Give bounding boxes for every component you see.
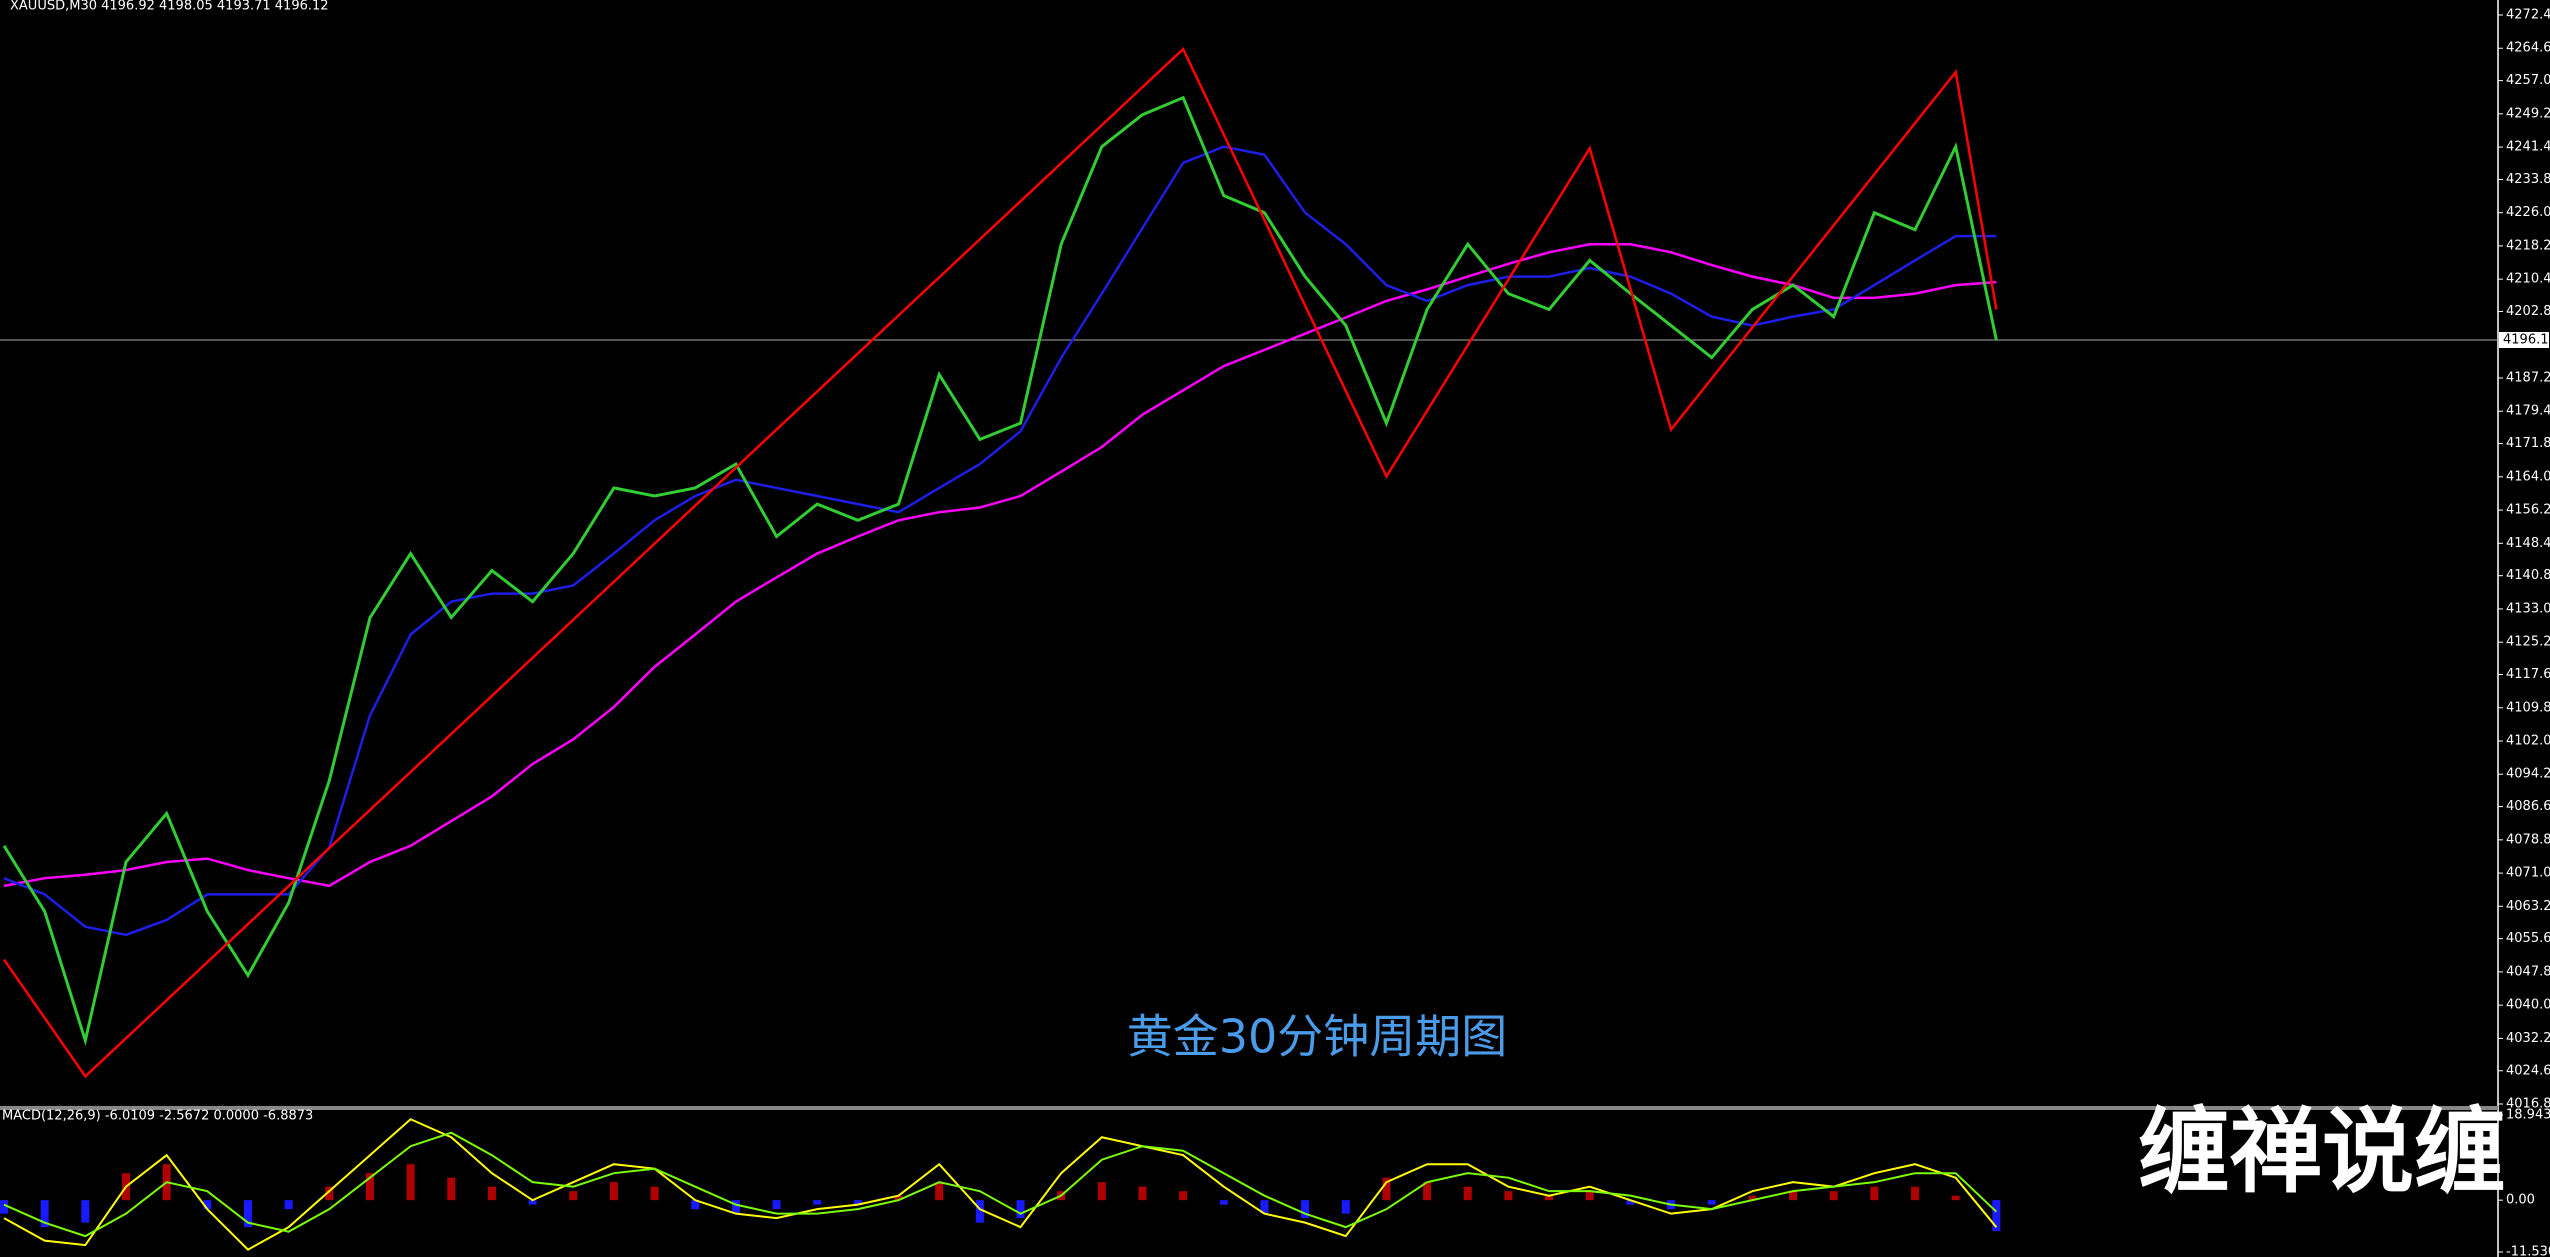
histogram-bar [1423,1182,1432,1201]
zigzag-line [2,47,1998,1079]
indicator-line [3,1131,1998,1238]
histogram-bar [1301,1200,1310,1219]
y-tick-label: 4233.80 [2506,172,2550,187]
y-tick-label: 4016.80 [2506,1097,2550,1112]
histogram-bar [1463,1186,1472,1201]
histogram-bar [1829,1191,1838,1201]
histogram-bar [1179,1191,1188,1201]
histogram-bar [1138,1186,1147,1201]
histogram-bar [365,1173,374,1201]
y-tick-label: 4187.20 [2506,371,2550,386]
histogram-bar [40,1200,49,1228]
histogram-bar [935,1182,944,1201]
histogram-bar [691,1200,700,1210]
y-tick-label: 4024.60 [2506,1063,2550,1078]
histogram-bar [325,1186,334,1201]
histogram-bar [1911,1186,1920,1201]
y-tick-label: 4102.00 [2506,734,2550,749]
last-price-box [2499,331,2549,348]
y-tick-label: 4210.40 [2506,272,2550,287]
histogram-bar [1382,1177,1391,1201]
histogram-bar [1260,1200,1269,1214]
y-tick-label: 0.00 [2506,1193,2535,1208]
y-tick-label: 4148.40 [2506,536,2550,551]
histogram-bar [975,1200,984,1223]
histogram-bar [1870,1186,1879,1201]
last-price-label: 4196.12 [2503,332,2550,347]
y-tick-label: 4094.20 [2506,767,2550,782]
histogram-bar [81,1200,90,1223]
y-tick-label: 4249.20 [2506,106,2550,121]
histogram-bar [243,1200,252,1228]
y-tick-label: 4202.80 [2506,304,2550,319]
histogram-bar [1951,1195,1960,1201]
moving-average [3,145,1997,937]
histogram-bar [650,1186,659,1201]
chart-title: 黄金30分钟周期图 [1127,1010,1508,1064]
y-tick-label: 4078.80 [2506,832,2550,847]
y-tick-label: 4063.20 [2506,899,2550,914]
y-tick-label: 4086.60 [2506,799,2550,814]
y-tick-label: 4171.80 [2506,436,2550,451]
histogram-bar [1626,1200,1635,1205]
y-tick-label: 4257.00 [2506,73,2550,88]
indicator-line [3,1118,1998,1251]
histogram-bar [1219,1200,1228,1205]
y-tick-label: 4047.80 [2506,964,2550,979]
histogram-bar [406,1164,415,1201]
histogram-bar [731,1200,740,1214]
moving-average [3,242,1997,888]
histogram-bar [1545,1195,1554,1201]
chart-header: XAUUSD,M30 4196.92 4198.05 4193.71 4196.… [10,0,329,14]
y-tick-label: 4218.20 [2506,238,2550,253]
histogram-bar [1707,1200,1716,1205]
y-tick-label: 4226.00 [2506,205,2550,220]
y-tick-label: 4241.40 [2506,140,2550,155]
histogram-bar [772,1200,781,1210]
y-tick-label: 4133.00 [2506,601,2550,616]
histogram-bar [894,1195,903,1201]
y-tick-label: 4055.60 [2506,931,2550,946]
histogram-bar [1016,1200,1025,1219]
y-tick-label: 18.9437 [2506,1108,2550,1123]
histogram-bar [284,1200,293,1210]
histogram-bar [1585,1191,1594,1201]
y-tick-label: 4179.40 [2506,404,2550,419]
y-tick-label: 4117.60 [2506,667,2550,682]
histogram-bar [813,1200,822,1205]
indicator-header: MACD(12,26,9) -6.0109 -2.5672 0.0000 -6.… [2,1109,313,1124]
y-tick-label: 4125.20 [2506,635,2550,650]
y-tick-label: 4071.00 [2506,866,2550,881]
histogram-bar [609,1182,618,1201]
histogram-bar [569,1191,578,1201]
histogram-bar [0,1200,8,1214]
histogram-bar [528,1200,537,1205]
y-tick-label: 4264.60 [2506,41,2550,56]
histogram-bar [1341,1200,1350,1214]
histogram-bar [487,1186,496,1201]
histogram-bar [1504,1191,1513,1201]
y-tick-label: 4109.80 [2506,700,2550,715]
histogram-bar [203,1200,212,1210]
histogram-bar [447,1177,456,1201]
histogram-bar [1748,1195,1757,1201]
histogram-bar [1992,1200,2001,1232]
y-tick-label: -11.5307 [2506,1245,2550,1257]
y-tick-label: 4164.00 [2506,469,2550,484]
y-tick-label: 4156.20 [2506,503,2550,518]
y-tick-label: 4140.80 [2506,568,2550,583]
histogram-bar [1097,1182,1106,1201]
y-tick-label: 4040.00 [2506,998,2550,1013]
histogram-bar [853,1200,862,1205]
price-line [2,95,1998,1047]
y-tick-label: 4272.40 [2506,8,2550,23]
y-tick-label: 4032.20 [2506,1031,2550,1046]
histogram-bar [1789,1191,1798,1201]
watermark: 缠禅说缠 [2138,1098,2506,1205]
